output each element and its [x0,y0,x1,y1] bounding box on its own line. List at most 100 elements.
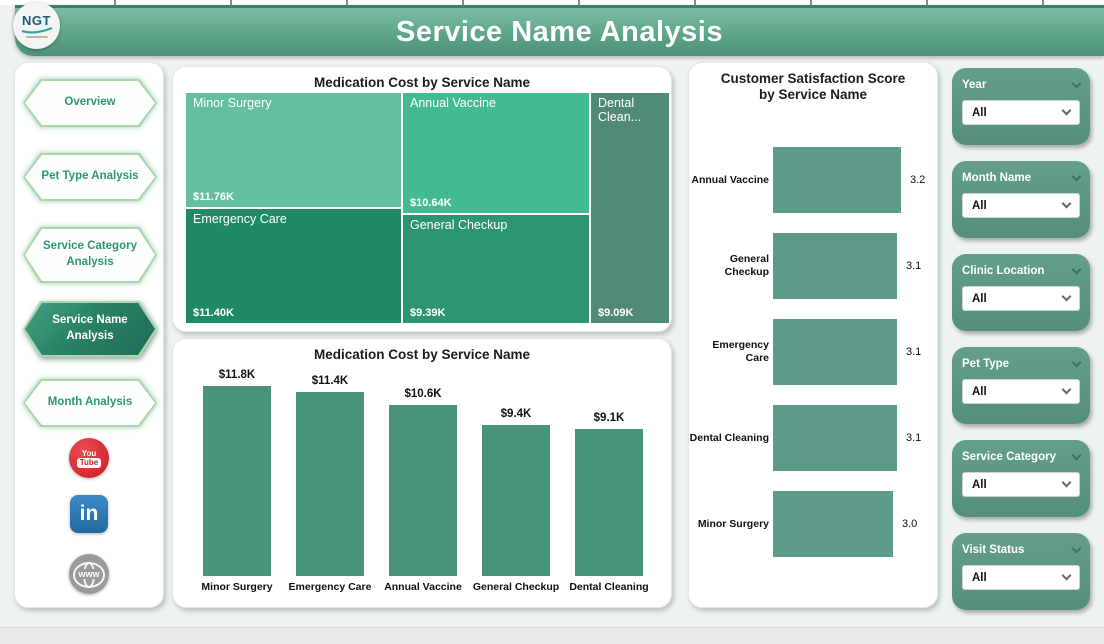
filter-pet-type-dropdown[interactable]: All [962,379,1080,404]
filter-label: Pet Type [962,358,1010,370]
bar-annual-vaccine[interactable] [389,405,457,576]
website-link[interactable]: www [15,554,163,594]
sidebar-item-label: Overview [64,96,116,109]
filter-selected-value: All [972,106,987,119]
filter-visit-status-dropdown[interactable]: All [962,565,1080,590]
treemap-tile-annual-vaccine[interactable]: Annual Vaccine $10.64K [403,93,589,213]
sidebar-item-pet-type-analysis[interactable]: Pet Type Analysis [23,153,157,201]
bar-emergency-care[interactable] [296,392,364,576]
treemap-tile-minor-surgery[interactable]: Minor Surgery $11.76K [186,93,401,207]
logo-text: NGT [22,13,51,28]
filter-year: Year All [952,68,1090,145]
bar-value-label: 3.1 [906,346,922,358]
bar-value-label: 3.1 [906,260,922,272]
satisfaction-chart-title: Customer Satisfaction Score by Service N… [720,71,906,103]
filter-column: Year All Month Name All Clinic Location [952,68,1090,626]
bar-general-checkup[interactable] [482,425,550,576]
satisfaction-row: Dental Cleaning 3.1 [689,395,937,481]
top-ruler [0,0,1104,5]
axis-category-label: Emergency Care [288,581,372,593]
filter-selected-value: All [972,571,987,584]
bar-dental-cleaning[interactable] [575,429,643,576]
nav-sidebar: Overview Pet Type Analysis Service Categ… [14,62,164,608]
sidebar-item-service-category-analysis[interactable]: Service Category Analysis [23,227,157,283]
sidebar-item-overview[interactable]: Overview [23,79,157,127]
bar-value-label: 3.2 [910,174,926,186]
sidebar-item-label: Service Category Analysis [43,240,137,268]
linkedin-icon-text: in [79,502,99,525]
axis-category-label: Dental Cleaning [569,581,649,593]
bar-value-label: $10.6K [404,388,442,400]
treemap-tile-emergency-care[interactable]: Emergency Care $11.40K [186,209,401,323]
tile-value: $10.64K [410,197,452,209]
hbar-annual-vaccine[interactable] [773,147,901,213]
treemap-panel: Medication Cost by Service Name Minor Su… [172,66,672,332]
chevron-down-icon[interactable] [1071,78,1082,88]
filter-service-category-dropdown[interactable]: All [962,472,1080,497]
bar-minor-surgery[interactable] [203,386,271,576]
axis-category-label: General Checkup [724,253,769,278]
satisfaction-row: General Checkup 3.1 [689,223,937,309]
satisfaction-panel: Customer Satisfaction Score by Service N… [688,62,938,608]
hbar-minor-surgery[interactable] [773,491,893,557]
filter-label: Service Category [962,451,1056,463]
chevron-down-icon[interactable] [1071,450,1082,460]
filter-pet-type: Pet Type All [952,347,1090,424]
chevron-down-icon[interactable] [1071,264,1082,274]
bar-value-label: $11.4K [311,375,349,387]
chevron-down-icon [1061,105,1072,116]
axis-category-label: Dental Cleaning [689,431,769,444]
filter-month-name-dropdown[interactable]: All [962,193,1080,218]
filter-selected-value: All [972,385,987,398]
filter-selected-value: All [972,478,987,491]
bar-value-label: $11.8K [218,369,256,381]
hbar-dental-cleaning[interactable] [773,405,897,471]
youtube-icon-text: You [81,448,97,458]
logo-subtext-line [25,36,48,38]
bottom-strip [0,627,1104,644]
axis-category-label: Annual Vaccine [691,173,769,186]
axis-category-label: Annual Vaccine [384,581,462,593]
linkedin-icon[interactable]: in [70,495,108,533]
treemap-tile-dental-cleaning[interactable]: Dental Clean... $9.09K [591,93,669,323]
hbar-general-checkup[interactable] [773,233,897,299]
tile-value: $9.39K [410,307,446,319]
youtube-icon-text: Tube [76,457,102,468]
treemap-tile-general-checkup[interactable]: General Checkup $9.39K [403,215,589,323]
sidebar-item-label: Service Name Analysis [52,314,128,342]
sidebar-item-service-name-analysis[interactable]: Service Name Analysis [23,301,157,357]
bar-value-label: 3.1 [906,432,922,444]
chevron-down-icon[interactable] [1071,543,1082,553]
satisfaction-row: Minor Surgery 3.0 [689,481,937,567]
chevron-down-icon[interactable] [1071,171,1082,181]
chevron-down-icon [1061,570,1072,581]
sidebar-item-month-analysis[interactable]: Month Analysis [23,379,157,427]
axis-category-label: General Checkup [472,581,560,593]
bar-chart-plot: $11.8K $11.4K $10.6K $9.4K $9.1K [193,361,653,576]
tile-label: Minor Surgery [193,96,272,110]
filter-clinic-location-dropdown[interactable]: All [962,286,1080,311]
filter-label: Visit Status [962,544,1025,556]
axis-category-label: Emergency Care [712,339,769,364]
filter-clinic-location: Clinic Location All [952,254,1090,331]
hbar-emergency-care[interactable] [773,319,897,385]
filter-service-category: Service Category All [952,440,1090,517]
filter-month-name: Month Name All [952,161,1090,238]
youtube-link[interactable]: You Tube [15,438,163,478]
tile-label: Dental Clean... [598,96,642,124]
filter-year-dropdown[interactable]: All [962,100,1080,125]
filter-selected-value: All [972,292,987,305]
youtube-icon[interactable]: You Tube [69,438,109,478]
satisfaction-row: Annual Vaccine 3.2 [689,137,937,223]
filter-visit-status: Visit Status All [952,533,1090,610]
tile-value: $9.09K [598,307,634,319]
globe-www-icon[interactable]: www [69,554,109,594]
axis-category-label: Minor Surgery [201,581,273,593]
chevron-down-icon[interactable] [1071,357,1082,367]
filter-selected-value: All [972,199,987,212]
linkedin-link[interactable]: in [15,495,163,533]
axis-category-label: Minor Surgery [697,517,769,530]
tile-label: Emergency Care [193,212,287,226]
sidebar-item-label: Month Analysis [47,396,133,409]
